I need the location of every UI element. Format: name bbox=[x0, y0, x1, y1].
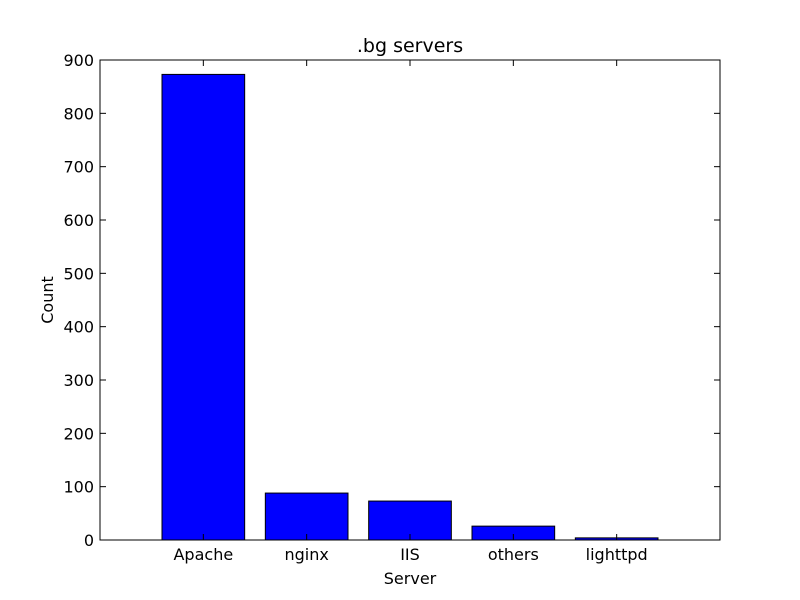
y-tick-label: 700 bbox=[63, 158, 94, 177]
bars-layer bbox=[161, 73, 659, 541]
chart-title: .bg servers bbox=[357, 35, 463, 57]
bar-nginx bbox=[264, 492, 349, 541]
x-tick-label-nginx: nginx bbox=[284, 545, 328, 564]
y-tick-label: 300 bbox=[63, 371, 94, 390]
y-tick-label: 200 bbox=[63, 424, 94, 443]
x-tick-label-iis: IIS bbox=[400, 545, 420, 564]
x-tick-label-others: others bbox=[488, 545, 539, 564]
bar-apache bbox=[161, 73, 246, 541]
bar-iis bbox=[368, 500, 452, 541]
y-tick-label: 900 bbox=[63, 51, 94, 70]
y-tick-label: 800 bbox=[63, 104, 94, 123]
x-tick-label-apache: Apache bbox=[173, 545, 233, 564]
y-tick-label: 500 bbox=[63, 264, 94, 283]
ticks-layer bbox=[100, 59, 720, 541]
y-tick-label: 0 bbox=[84, 531, 94, 550]
y-tick-label: 100 bbox=[63, 478, 94, 497]
plot-frame bbox=[99, 59, 721, 541]
y-tick-label: 400 bbox=[63, 318, 94, 337]
tick-labels-layer: 0 100 200 300 400 500 600 700 800 900 Apache nginx I… bbox=[63, 51, 647, 564]
x-tick-label-lighttpd: lighttpd bbox=[586, 545, 648, 564]
y-tick-label: 600 bbox=[63, 211, 94, 230]
x-axis-label: Server bbox=[384, 569, 437, 588]
y-axis-label: Count bbox=[38, 276, 57, 324]
